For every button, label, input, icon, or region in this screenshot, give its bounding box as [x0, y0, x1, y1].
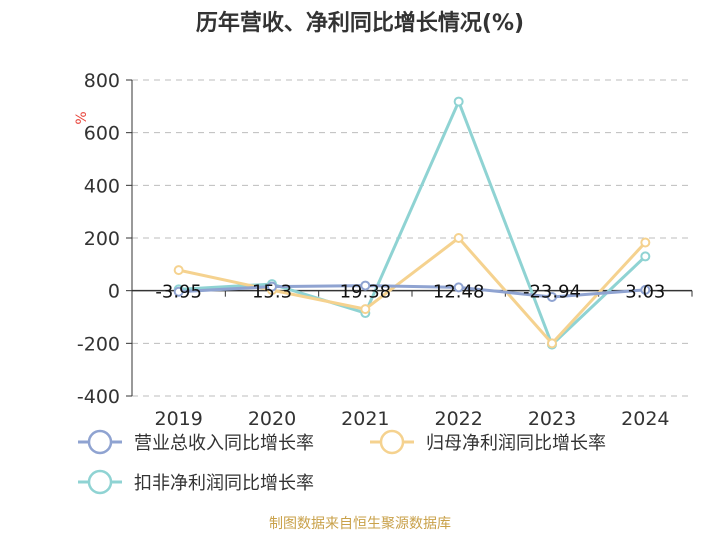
- y-tick-label: 200: [84, 228, 120, 250]
- y-tick-label: 400: [84, 175, 120, 197]
- data-label: -23.94: [523, 282, 581, 303]
- series-layer: [173, 96, 651, 350]
- chart-title: 历年营收、净利同比增长情况(%): [196, 10, 524, 36]
- data-point: [453, 282, 464, 293]
- data-label: -3.95: [155, 282, 202, 303]
- y-axis-unit: %: [74, 111, 90, 124]
- axes: -400 -200 0 200 400 600 800 2019 2020 2021 2022 202…: [77, 70, 693, 430]
- data-point: [267, 281, 277, 292]
- x-tick-label: 2024: [621, 408, 669, 430]
- legend-item: 扣非净利润同比增长率: [78, 469, 314, 495]
- y-tick-label: 600: [84, 123, 120, 145]
- data-label: 3.03: [625, 282, 665, 303]
- series-3: [173, 96, 651, 350]
- data-point: [173, 286, 184, 297]
- legend-label: 扣非净利润同比增长率: [134, 473, 314, 494]
- data-point: [640, 237, 651, 248]
- y-tick-label: 0: [108, 281, 120, 303]
- series-line: [178, 284, 646, 299]
- x-tick-label: 2019: [154, 408, 202, 430]
- series-line: [178, 100, 647, 347]
- data-point: [640, 284, 651, 295]
- data-point: [360, 280, 371, 291]
- x-tick-label: 2022: [434, 408, 482, 430]
- legend-swatch-marker: [379, 429, 405, 455]
- legend-swatch-marker: [87, 429, 113, 455]
- grid: [132, 79, 692, 397]
- legend-label: 营业总收入同比增长率: [134, 433, 314, 454]
- series-1: [173, 280, 651, 302]
- data-point: [547, 291, 557, 302]
- x-tick-label: 2023: [528, 408, 576, 430]
- data-point: [173, 265, 184, 276]
- data-label: 12.48: [433, 282, 485, 303]
- data-point: [453, 96, 464, 107]
- data-label: 15.3: [252, 282, 292, 303]
- legend-item: 营业总收入同比增长率: [78, 429, 314, 455]
- data-point: [360, 304, 371, 315]
- data-labels: -3.95 15.3 19.38 12.48 -23.94 3.03: [155, 282, 665, 303]
- data-label: 19.38: [340, 282, 392, 303]
- data-point: [453, 233, 464, 243]
- x-tick-label: 2021: [341, 408, 389, 430]
- y-tick-label: -200: [77, 333, 120, 355]
- source-note: 制图数据来自恒生聚源数据库: [269, 516, 451, 532]
- legend-label: 归母净利润同比增长率: [426, 433, 606, 454]
- y-tick-label: 800: [84, 70, 120, 92]
- x-tick-label: 2020: [248, 408, 296, 430]
- y-tick-label: -400: [77, 386, 120, 408]
- legend-swatch-marker: [87, 469, 113, 495]
- data-point: [547, 338, 557, 349]
- data-point: [640, 251, 651, 262]
- legend-item: 归母净利润同比增长率: [370, 429, 606, 455]
